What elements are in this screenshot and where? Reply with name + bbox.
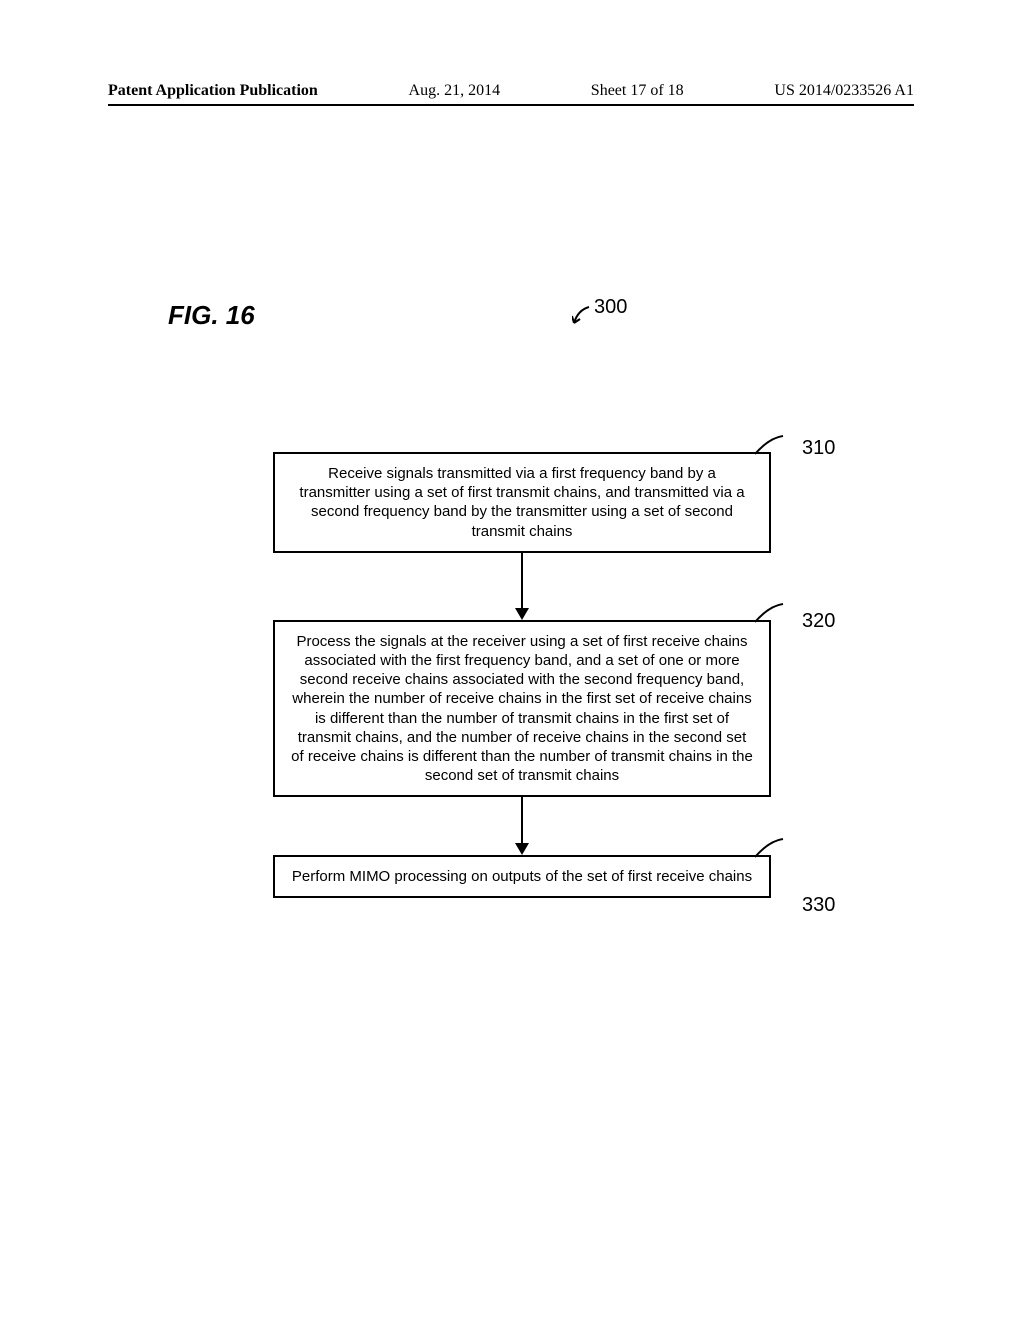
figure-label: FIG. 16 <box>168 300 255 331</box>
header-rule <box>108 104 914 106</box>
ref-330: 330 <box>802 894 835 917</box>
page-header: Patent Application Publication Aug. 21, … <box>108 82 914 104</box>
header-publication: Patent Application Publication <box>108 82 318 100</box>
flow-node-330: Perform MIMO processing on outputs of th… <box>273 855 771 898</box>
ref-300: 300 <box>594 296 627 319</box>
flow-arrow-icon <box>515 797 529 855</box>
header-docnumber: US 2014/0233526 A1 <box>774 82 914 100</box>
page: Patent Application Publication Aug. 21, … <box>0 0 1024 1320</box>
leader-hook-icon <box>751 434 785 456</box>
leader-arc-icon <box>572 306 590 324</box>
header-date: Aug. 21, 2014 <box>409 82 501 100</box>
flow-node-310: Receive signals transmitted via a first … <box>273 452 771 553</box>
flow-node-320: Process the signals at the receiver usin… <box>273 620 771 798</box>
flow-arrow-icon <box>515 553 529 620</box>
flow-node-text: Receive signals transmitted via a first … <box>299 465 744 540</box>
leader-hook-icon <box>751 602 785 624</box>
ref-310: 310 <box>802 437 835 460</box>
header-sheet: Sheet 17 of 18 <box>591 82 684 100</box>
flowchart: Receive signals transmitted via a first … <box>273 452 771 898</box>
flow-node-text: Process the signals at the receiver usin… <box>291 633 753 784</box>
flow-node-text: Perform MIMO processing on outputs of th… <box>292 868 752 885</box>
leader-hook-icon <box>751 837 785 859</box>
ref-320: 320 <box>802 610 835 633</box>
